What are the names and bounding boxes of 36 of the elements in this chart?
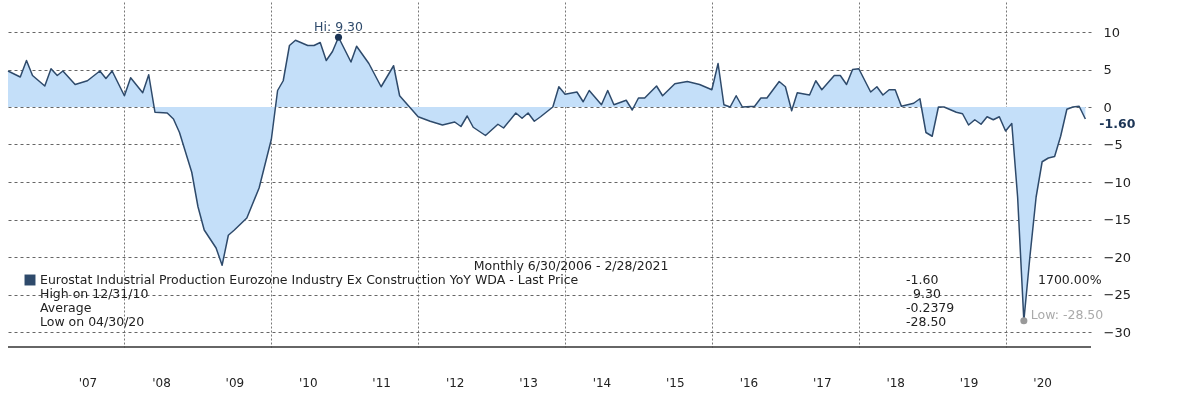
x-tick-label: '16 — [739, 375, 759, 390]
annotation: -0.2379 — [906, 300, 955, 315]
x-tick-label: '18 — [886, 375, 905, 390]
annotation: Average — [40, 300, 92, 315]
annotation: Low: -28.50 — [1030, 306, 1104, 322]
x-tick-label: '07 — [78, 375, 98, 390]
annotation: -28.50 — [906, 314, 947, 329]
x-tick-label: '09 — [225, 375, 245, 390]
annotation: Hi: 9.30 — [314, 19, 363, 35]
x-tick-label: '17 — [813, 375, 832, 390]
annotation: 9.30 — [913, 286, 941, 301]
y-tick-label: −20 — [1103, 249, 1131, 265]
x-tick-label: '11 — [372, 375, 391, 390]
y-tick-label: −15 — [1103, 212, 1131, 227]
annotation: Monthly 6/30/2006 - 2/28/2021 — [473, 258, 669, 273]
x-tick-label: '13 — [519, 375, 538, 390]
y-tick-label: −10 — [1103, 174, 1131, 190]
x-tick-label: '15 — [666, 375, 685, 390]
annotation: 1700.00% — [1038, 272, 1102, 287]
annotation: -1.60 — [1099, 116, 1136, 131]
legend-label: Eurostat Industrial Production Eurozone Industry Ex Construction YoY WDA - Last Price — [40, 272, 579, 287]
y-tick-label: −5 — [1103, 137, 1123, 152]
x-tick-label: '12 — [445, 375, 465, 390]
x-tick-label: '20 — [1033, 375, 1052, 390]
x-tick-label: '08 — [152, 375, 171, 390]
x-tick-label: '19 — [959, 375, 979, 390]
y-tick-label: −25 — [1103, 287, 1131, 302]
y-tick-label: 10 — [1103, 24, 1121, 40]
x-tick-label: '14 — [592, 375, 612, 390]
annotation: Low on 04/30/20 — [40, 314, 145, 329]
y-tick-label: 0 — [1103, 99, 1112, 115]
annotation: -1.60 — [906, 272, 939, 287]
x-tick-label: '10 — [298, 375, 318, 390]
y-tick-label: −30 — [1103, 324, 1131, 340]
y-tick-label: 5 — [1103, 62, 1112, 77]
annotation: High on 12/31/10 — [40, 286, 149, 301]
